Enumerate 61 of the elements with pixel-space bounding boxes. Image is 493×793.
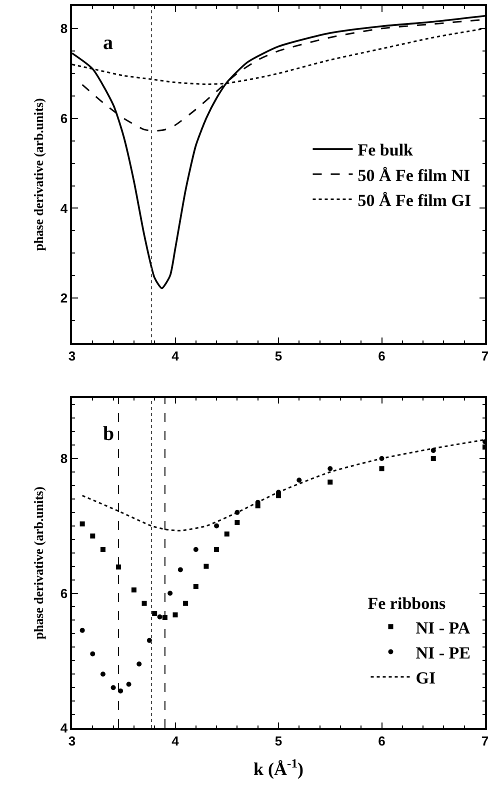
annotation: a [103,32,113,54]
point [193,546,198,552]
point [214,523,220,528]
legend-title: Fe ribbons [368,594,446,614]
point [100,546,106,552]
annotation: b [103,423,114,445]
point [296,478,302,483]
point [379,466,384,472]
point [90,534,96,539]
y-tick-label: 6 [60,586,68,601]
y-tick-label: 6 [60,110,68,126]
point [131,587,136,592]
point [224,531,230,536]
x-tick-label: 6 [378,348,386,364]
point [116,564,121,570]
y-tick-label: 8 [60,451,68,466]
legend-label: 50 Å Fe film NI [358,166,470,185]
y-tick-label: 2 [60,290,68,306]
point [142,600,147,606]
x-tick-label: 7 [481,348,489,364]
point [146,638,152,643]
point [152,610,158,616]
legend-label: Fe bulk [358,140,414,160]
x-tick-label: 5 [274,733,282,748]
x-tick-label: 3 [68,733,76,748]
x-tick-label: 6 [378,733,386,748]
x-tick-label: 5 [274,348,282,364]
y-tick-label: 8 [60,21,68,36]
point [193,584,198,590]
point [430,448,436,453]
y-axis-title: phase derivative (arb.units) [30,98,46,251]
point [168,590,173,596]
y-tick-label: 4 [60,720,68,736]
x-axis-title: k (Å$^{-1}$) [253,756,304,779]
legend-label: NI - PE [416,643,471,662]
x-tick-label: 3 [68,348,76,364]
point [172,612,178,618]
y-tick-label: 4 [60,200,68,216]
point [110,685,116,690]
legend-label: 50 Å Fe film GI [358,190,472,210]
x-tick-label: 4 [172,348,180,364]
point [204,564,209,569]
point [328,466,333,472]
y-axis-title: phase derivative (arb.units) [30,486,46,640]
point [183,600,188,606]
point [234,520,240,526]
point [80,521,85,526]
point [214,546,220,552]
x-tick-label: 4 [172,733,180,748]
point [100,672,106,677]
point [136,662,142,666]
point [126,682,132,687]
point [90,651,96,656]
point [157,614,162,620]
legend-label: NI - PA [416,618,471,638]
point [328,480,333,485]
point [178,567,183,572]
point [80,628,85,633]
x-tick-label: 7 [481,733,489,748]
point [430,456,436,462]
legend-label: GI [416,668,436,688]
